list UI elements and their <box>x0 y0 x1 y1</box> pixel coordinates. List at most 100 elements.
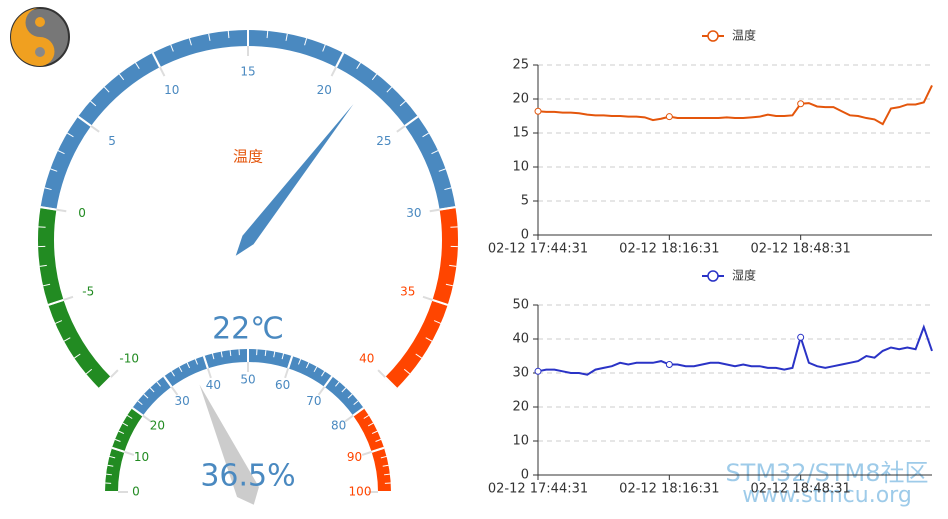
minor-tick <box>341 387 347 393</box>
minor-tick <box>66 132 74 138</box>
y-tick-label: 20 <box>512 400 529 415</box>
minor-tick <box>156 381 161 387</box>
minor-tick <box>382 464 389 467</box>
minor-tick <box>63 337 71 342</box>
minor-tick <box>371 430 378 435</box>
gauge-band <box>132 349 364 416</box>
major-tick <box>384 376 398 390</box>
minor-tick <box>380 455 387 459</box>
major-tick <box>202 355 209 369</box>
gauge-band <box>37 207 111 389</box>
gauge-tick-label: 70 <box>306 394 321 408</box>
minor-tick <box>109 455 116 459</box>
minor-tick <box>178 366 183 373</box>
major-tick <box>111 446 125 453</box>
minor-tick <box>386 86 393 93</box>
minor-tick <box>384 473 390 476</box>
major-tick <box>323 375 333 388</box>
y-tick-label: 40 <box>512 332 529 347</box>
minor-tick <box>264 350 267 356</box>
gauge-pointer <box>199 384 259 505</box>
minor-tick <box>90 100 97 107</box>
y-tick-label: 0 <box>521 228 529 243</box>
legend-marker <box>707 30 719 42</box>
x-tick-label: 02-12 17:44:31 <box>488 242 588 257</box>
minor-tick <box>433 320 441 324</box>
minor-tick <box>431 150 439 155</box>
minor-tick <box>170 370 175 377</box>
gauge-tick-label: 20 <box>317 83 332 97</box>
minor-tick <box>438 168 446 172</box>
minor-tick <box>356 62 361 70</box>
gauge-tick-label: 80 <box>331 419 346 433</box>
major-tick <box>352 407 365 417</box>
gauge-tick-label: 35 <box>400 284 415 298</box>
minor-tick <box>229 350 232 356</box>
minor-tick <box>445 283 454 287</box>
minor-tick <box>281 353 285 360</box>
gauge-tick-label: 40 <box>359 351 374 365</box>
gauge-tick-label: 20 <box>150 419 165 433</box>
minor-tick <box>220 351 223 358</box>
gauge-band <box>353 407 391 492</box>
point-marker <box>797 100 805 108</box>
minor-tick <box>143 393 149 399</box>
gauge-band <box>105 407 143 492</box>
gauge-tick-label: -10 <box>119 351 139 365</box>
gauge-tick-label: 30 <box>406 206 421 220</box>
minor-tick <box>44 187 52 191</box>
point-marker <box>534 367 542 375</box>
gauge-tick-label: 30 <box>175 394 190 408</box>
major-tick <box>98 376 112 390</box>
x-tick-label: 02-12 18:16:31 <box>619 482 719 497</box>
major-tick <box>335 52 345 68</box>
minor-tick <box>194 358 198 365</box>
minor-tick <box>273 351 276 358</box>
minor-tick <box>106 473 112 476</box>
y-tick-label: 10 <box>512 434 529 449</box>
minor-tick <box>85 368 93 375</box>
gauge-tick-label: 15 <box>240 65 255 79</box>
major-tick <box>439 206 456 211</box>
major-tick <box>47 298 64 306</box>
gauge-detail: 22℃ <box>212 312 284 347</box>
y-tick-label: 25 <box>512 58 529 73</box>
minor-tick <box>186 362 191 369</box>
minor-tick <box>363 414 370 419</box>
major-tick <box>432 298 449 306</box>
gauge-band <box>385 207 458 389</box>
point-marker <box>534 107 542 115</box>
y-tick-label: 15 <box>512 126 529 141</box>
major-tick <box>287 355 294 369</box>
minor-tick <box>375 438 382 442</box>
gauge-title: 温度 <box>233 148 263 166</box>
minor-tick <box>444 187 452 191</box>
minor-tick <box>285 33 288 41</box>
gauge-tick-label: 60 <box>275 378 290 392</box>
minor-tick <box>118 430 125 435</box>
minor-tick <box>403 368 411 375</box>
point-marker <box>665 113 673 121</box>
gauge-tick-label: 25 <box>376 134 391 148</box>
gauge-pointer <box>235 104 354 256</box>
legend-label: 温度 <box>732 28 756 43</box>
watermark-url: www.stmcu.org <box>742 483 912 508</box>
y-tick-label: 10 <box>512 160 529 175</box>
series-line <box>537 324 933 376</box>
x-tick-label: 02-12 18:16:31 <box>619 242 719 257</box>
gauge-band <box>40 29 456 210</box>
minor-tick <box>304 38 308 46</box>
minor-tick <box>50 168 58 172</box>
minor-tick <box>266 30 269 39</box>
minor-tick <box>42 283 51 287</box>
minor-tick <box>188 38 192 46</box>
gauge-tick-label: 5 <box>108 134 116 148</box>
gauge-tick-label: -5 <box>82 284 94 298</box>
x-tick-label: 02-12 18:48:31 <box>751 242 851 257</box>
minor-tick <box>126 414 133 419</box>
minor-tick <box>74 353 81 359</box>
gauge-tick-label: 0 <box>132 485 140 499</box>
gauge-tick-label: 10 <box>164 83 179 97</box>
